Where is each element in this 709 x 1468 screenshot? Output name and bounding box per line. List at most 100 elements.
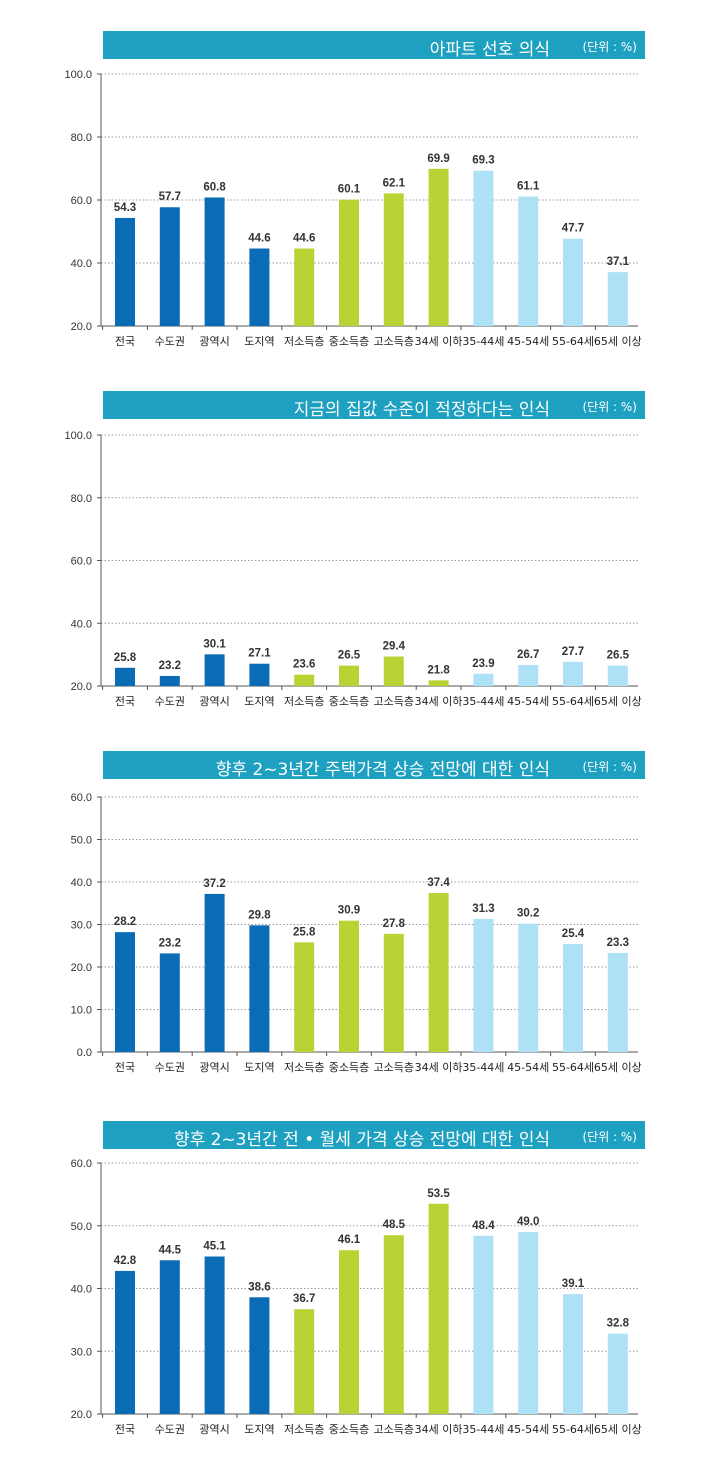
category-label: 55-64세 [552,335,594,348]
data-label: 37.1 [607,256,630,268]
category-label: 34세 이하 [415,334,463,348]
y-tick-label: 40.0 [71,258,92,270]
category-label: 35-44세 [462,1423,504,1436]
data-label: 45.1 [203,1240,226,1252]
data-label: 47.7 [562,223,584,235]
chart-title: 아파트 선호 의식 [429,40,550,60]
data-label: 32.8 [607,1318,630,1330]
category-label: 도지역 [244,695,274,708]
y-tick-label: 100.0 [64,430,92,442]
category-label: 전국 [115,695,135,708]
bar [204,654,225,686]
data-label: 69.9 [427,153,449,165]
category-label: 45-54세 [507,335,549,348]
bar [204,1256,225,1414]
data-label: 69.3 [472,155,494,167]
bar [473,673,494,686]
category-label: 55-64세 [552,695,594,708]
bar [159,207,180,326]
y-tick-label: 20.0 [71,1409,92,1421]
category-label: 전국 [115,335,135,348]
bar-chart-3: 0.0 10.0 20.0 30.0 40.0 50.0 60.0 28.2 전국 23.2 수도권… [71,792,642,1074]
data-label: 60.1 [338,184,361,196]
category-label: 고소득층 [374,1061,414,1074]
data-label: 27.8 [383,918,406,930]
bar [563,944,583,1052]
category-label: 수도권 [155,695,185,708]
category-label: 55-64세 [552,1423,594,1436]
bar [563,238,583,326]
bar [115,932,135,1052]
category-label: 35-44세 [462,695,504,708]
data-label: 29.8 [248,909,271,921]
category-label: 45-54세 [507,1423,549,1436]
category-label: 65세 이상 [594,1061,642,1074]
data-label: 44.6 [248,233,270,245]
bar [294,248,315,326]
bar-chart-2: 20.0 40.0 60.0 80.0 100.0 25.8 전국 23.2 수도권 30.1 광역… [64,430,641,708]
category-label: 저소득층 [284,695,324,708]
data-label: 29.4 [383,641,406,653]
y-tick-label: 50.0 [71,835,92,847]
y-tick-label: 40.0 [71,618,92,630]
category-label: 광역시 [199,1061,229,1074]
data-label: 37.2 [203,878,225,890]
category-label: 전국 [115,1423,135,1436]
category-label: 수도권 [155,1061,185,1074]
bar [115,1270,135,1414]
data-label: 26.7 [517,649,539,661]
bar [159,953,180,1052]
category-label: 34세 이하 [415,1422,463,1436]
category-label: 35-44세 [462,1061,504,1074]
y-tick-label: 60.0 [71,1158,92,1170]
data-label: 26.5 [607,650,630,662]
y-tick-label: 20.0 [71,962,92,974]
bar [159,1260,180,1414]
data-label: 25.4 [562,928,585,940]
data-label: 26.5 [338,650,361,662]
chart-title: 향후 2~3년간 전 • 월세 가격 상승 전망에 대한 인식 [173,1130,550,1150]
data-label: 42.8 [114,1255,137,1267]
bar [383,193,404,326]
chart-unit: (단위 : %) [582,1130,637,1144]
category-label: 전국 [115,1061,135,1074]
y-tick-label: 0.0 [77,1047,92,1059]
y-tick-label: 60.0 [71,556,92,568]
chart-unit: (단위 : %) [582,400,637,414]
bar [563,661,583,686]
data-label: 23.3 [607,937,629,949]
category-label: 34세 이하 [415,694,463,708]
data-label: 27.1 [248,648,271,660]
category-label: 55-64세 [552,1061,594,1074]
category-label: 광역시 [199,335,229,348]
data-label: 62.1 [383,177,406,189]
category-label: 35-44세 [462,335,504,348]
chart-title-bar: 지금의 집값 수준이 적정하다는 인식 (단위 : %) [103,391,645,420]
bar [339,199,359,326]
data-label: 30.9 [338,905,360,917]
category-label: 중소득층 [329,695,369,708]
bar [383,1235,404,1414]
bar [473,918,494,1052]
bar [428,680,449,686]
bar [518,664,539,686]
data-label: 30.1 [203,638,226,650]
category-label: 고소득층 [374,1423,414,1436]
bar [383,656,404,686]
y-tick-label: 30.0 [71,1346,92,1358]
data-label: 23.2 [159,660,181,672]
bar [115,667,135,686]
category-label: 도지역 [244,335,274,348]
chart-unit: (단위 : %) [582,40,637,54]
data-label: 23.6 [293,659,315,671]
bar [159,675,180,686]
data-label: 21.8 [427,664,450,676]
chart-title: 지금의 집값 수준이 적정하다는 인식 [293,400,550,420]
bar [339,1250,359,1414]
y-tick-label: 10.0 [71,1005,92,1017]
bar [607,952,628,1052]
chart-title-bar: 아파트 선호 의식 (단위 : %) [103,31,645,60]
y-tick-label: 20.0 [71,321,92,333]
bar [518,196,539,326]
